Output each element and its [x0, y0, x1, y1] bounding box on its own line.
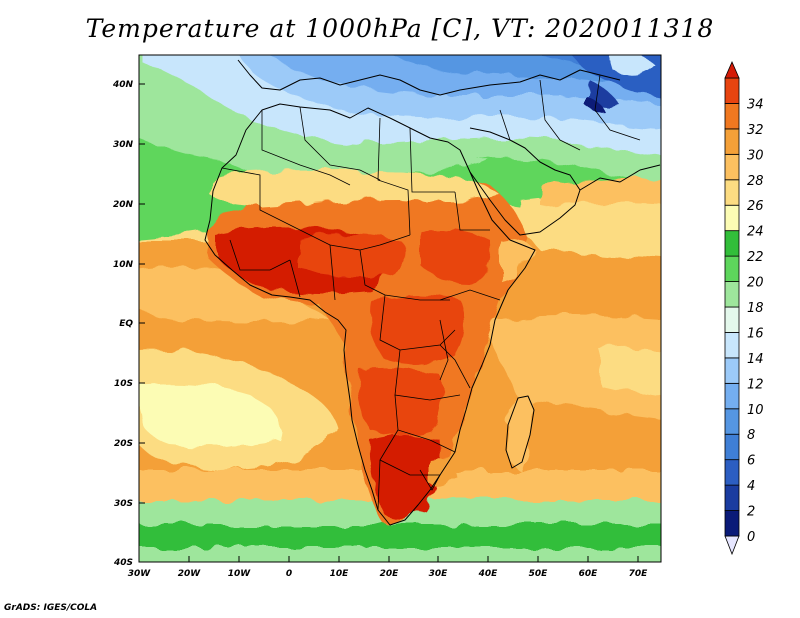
- lat-label: 20S: [114, 439, 133, 449]
- coastlines: [204, 59, 661, 526]
- lat-label: 40S: [113, 558, 133, 568]
- colorbar-box: [724, 230, 740, 257]
- map-frame: [138, 54, 662, 563]
- madagascar-coastline: [505, 395, 535, 469]
- colorbar-box: [724, 459, 740, 486]
- colorbar-box: [724, 179, 740, 206]
- colorbar-label: 18: [747, 301, 764, 316]
- africa-coastline: [204, 103, 536, 526]
- lon-label: 20W: [178, 569, 202, 579]
- colorbar-box: [724, 357, 740, 384]
- lon-label: 60E: [579, 569, 599, 579]
- colorbar-max-triangle: [724, 61, 740, 79]
- lon-label: 70E: [629, 569, 649, 579]
- colorbar-box: [724, 128, 740, 155]
- lon-label: 0: [286, 569, 292, 579]
- lat-label: 10N: [113, 260, 134, 270]
- colorbar-label: 22: [747, 250, 764, 265]
- europe-coastline: [237, 59, 621, 96]
- colorbar-label: 26: [747, 199, 764, 214]
- colorbar-label: 6: [747, 454, 755, 469]
- lon-label: 20E: [380, 569, 400, 579]
- longitude-labels: 30W 20W 10W 0 10E 20E 30E 40E 50E 60E 70…: [128, 569, 648, 579]
- colorbar-label: 0: [747, 530, 755, 545]
- colorbar-box: [724, 204, 740, 232]
- colorbar-box: [724, 382, 740, 410]
- colorbar-box: [724, 408, 740, 435]
- colorbar-box: [724, 153, 740, 181]
- colorbar-min-triangle: [724, 535, 740, 556]
- colorbar-box: [724, 103, 740, 130]
- colorbar-label: 4: [747, 479, 755, 494]
- colorbar-label: 2: [747, 505, 755, 520]
- temperature-field: [139, 55, 661, 562]
- lon-label: 50E: [529, 569, 549, 579]
- lat-label: EQ: [119, 319, 133, 329]
- axis-ticks: [139, 83, 639, 562]
- lat-label: 30S: [114, 499, 133, 509]
- colorbar-label: 10: [747, 403, 764, 418]
- colorbar-label: 20: [747, 276, 764, 291]
- colorbar-label: 16: [747, 326, 764, 341]
- lon-label: 10W: [228, 569, 252, 579]
- credit-text: GrADS: IGES/COLA: [4, 603, 98, 613]
- colorbar-box: [724, 306, 740, 333]
- colorbar-box: [724, 77, 740, 104]
- colorbar-label: 12: [747, 377, 764, 392]
- colorbar-label: 30: [747, 148, 764, 163]
- lon-label: 30E: [429, 569, 449, 579]
- colorbar-box: [724, 281, 740, 308]
- lat-label: 30N: [113, 140, 134, 150]
- lon-label: 10E: [330, 569, 350, 579]
- chart-title: Temperature at 1000hPa [C], VT: 20200113…: [85, 14, 715, 43]
- colorbar-label: 14: [747, 352, 764, 367]
- country-borders: [221, 74, 641, 511]
- lon-label: 40E: [478, 569, 499, 579]
- colorbar-box: [724, 433, 740, 461]
- lat-label: 40N: [112, 80, 134, 90]
- lat-label: 20N: [113, 200, 134, 210]
- colorbar-label: 24: [747, 225, 764, 240]
- colorbar-box: [724, 332, 740, 359]
- colorbar-box: [724, 255, 740, 282]
- colorbar-box: [724, 484, 740, 511]
- colorbar-label: 8: [747, 428, 755, 443]
- lon-label: 30W: [128, 569, 152, 579]
- lat-label: 10S: [114, 379, 133, 389]
- colorbar-box: [724, 510, 740, 537]
- latitude-labels: 40N 30N 20N 10N EQ 10S 20S 30S 40S: [112, 80, 134, 568]
- colorbar-label: 28: [747, 174, 764, 189]
- colorbar-label: 32: [747, 123, 764, 138]
- colorbar-label: 34: [747, 97, 764, 112]
- asia-coastline: [579, 164, 661, 191]
